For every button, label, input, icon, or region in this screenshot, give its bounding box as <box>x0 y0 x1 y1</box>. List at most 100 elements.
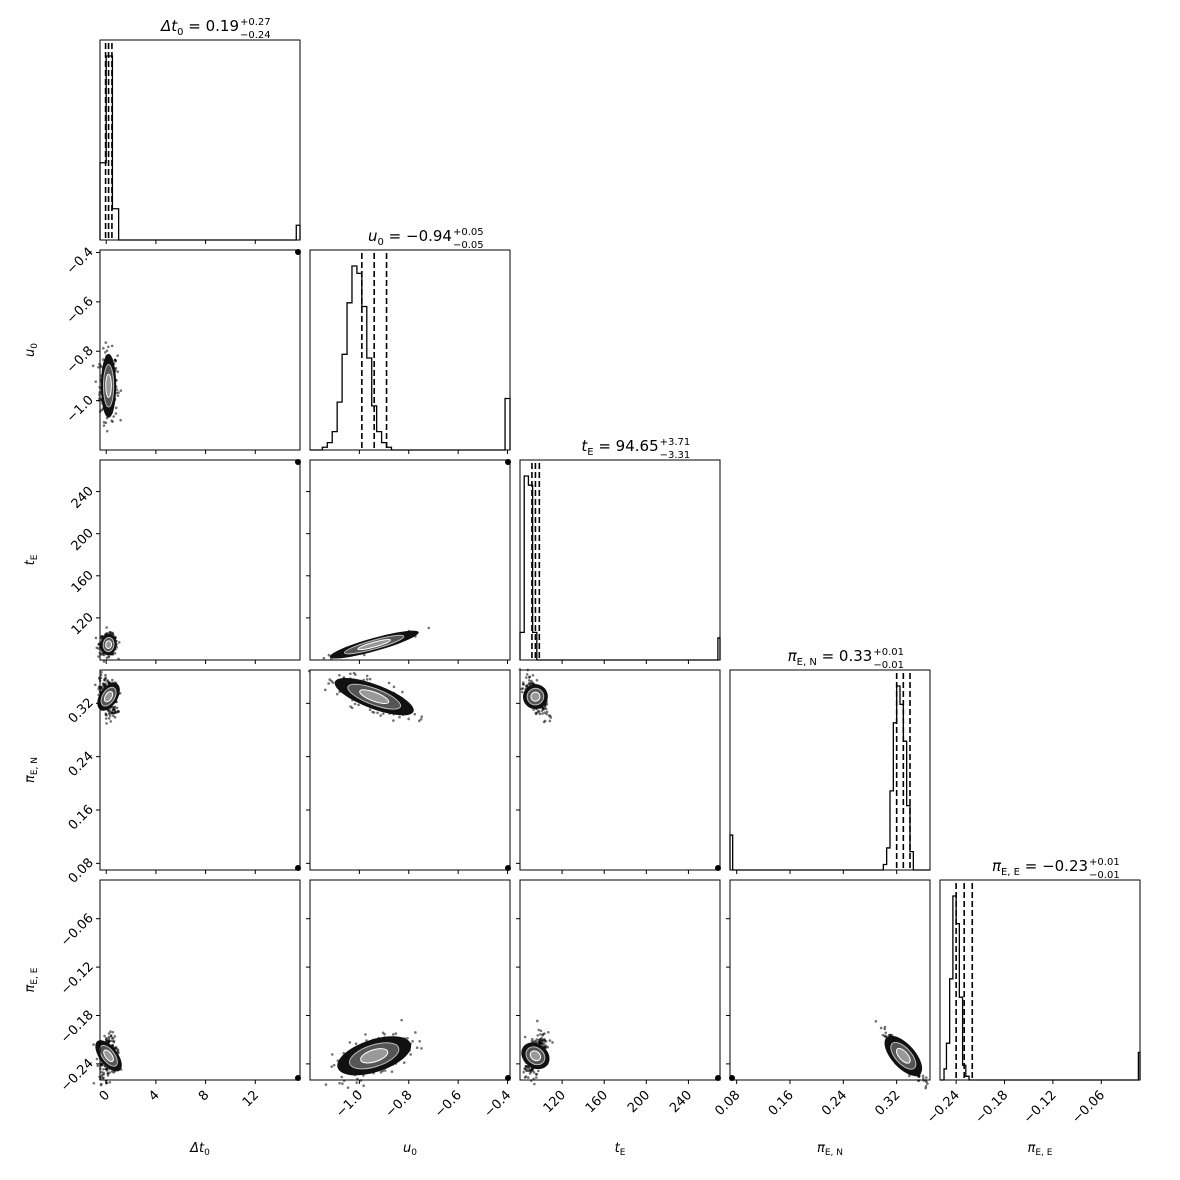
sample-point <box>537 1028 541 1032</box>
x-tick-label: 160 <box>583 1088 611 1116</box>
panel-frame <box>309 879 511 1081</box>
panel-tE-vs-u0 <box>306 459 511 664</box>
panel-frame <box>309 669 511 871</box>
y-tick-label: −0.12 <box>58 959 97 998</box>
x-tick-label: 0.24 <box>819 1088 850 1119</box>
title-minus-error: −3.31 <box>660 450 691 461</box>
panel-frame <box>939 879 1141 1081</box>
sample-point <box>362 1084 365 1087</box>
sample-point <box>354 1042 358 1046</box>
sample-point <box>323 688 327 692</box>
sample-point <box>348 1041 352 1044</box>
contour-inner <box>530 691 541 702</box>
title-plus-error: +0.05 <box>453 227 484 238</box>
sample-point <box>526 1076 530 1079</box>
sample-point <box>101 1076 105 1080</box>
title-minus-error: −0.05 <box>453 240 484 251</box>
sample-point <box>398 715 401 719</box>
sample-point <box>324 1083 328 1086</box>
sample-point <box>548 719 552 723</box>
y-tick-label: −0.24 <box>58 1056 97 1095</box>
sample-point <box>883 1027 887 1031</box>
sample-point <box>107 681 110 685</box>
panel-frame <box>99 249 301 451</box>
sample-point <box>335 692 339 696</box>
sample-point <box>109 1030 112 1033</box>
sample-point <box>545 712 548 716</box>
sample-point <box>107 1035 111 1039</box>
sample-point <box>383 1069 387 1072</box>
sample-point <box>537 709 540 713</box>
panel-frame <box>729 669 931 871</box>
sample-point <box>884 1031 888 1035</box>
sample-point <box>114 366 118 370</box>
sample-point <box>113 358 117 362</box>
x-tick-label: 0 <box>97 1088 113 1104</box>
panel-dt0-vs-dt0: Δt0 = 0.19 +0.27 −0.24 <box>99 17 301 244</box>
y-tick-label: −0.06 <box>58 911 97 950</box>
sample-point <box>105 1039 109 1043</box>
sample-point <box>372 711 376 714</box>
sample-point <box>102 346 105 350</box>
sample-point <box>109 631 113 634</box>
sample-point <box>102 1073 105 1076</box>
y-tick-label: 0.24 <box>66 749 97 780</box>
sample-point <box>881 1033 885 1037</box>
title-plus-error: +0.27 <box>240 17 271 28</box>
sample-point <box>106 1071 109 1075</box>
panel-frame <box>519 459 721 661</box>
sample-point <box>525 1069 528 1073</box>
sample-point <box>524 676 528 679</box>
sample-point <box>368 677 372 681</box>
sample-point <box>534 1072 538 1076</box>
panel-title: Δt0 = 0.19 <box>160 17 239 38</box>
y-tick-label: −1.0 <box>64 393 97 426</box>
sample-point <box>102 1067 105 1071</box>
panel-piEE-vs-u0: −1.0 −0.8 −0.6 −0.4 <box>306 879 514 1121</box>
sample-point <box>538 712 542 716</box>
histogram-step-line <box>519 475 721 661</box>
sample-point <box>105 1067 109 1071</box>
sample-point <box>525 673 529 676</box>
sample-point <box>113 1034 117 1038</box>
sample-point <box>349 672 352 676</box>
sample-point <box>115 388 119 392</box>
sample-point <box>112 1039 116 1043</box>
sample-point <box>95 1057 99 1061</box>
sample-point <box>104 341 108 344</box>
sample-point <box>92 1081 96 1085</box>
sample-point <box>531 681 534 685</box>
sample-point <box>93 683 97 687</box>
panel-piEE-vs-dt0: 0 4 8 12 −0.24 −0.18 −0.12 −0.06 <box>58 879 301 1110</box>
y-axis-label: u0 <box>23 343 40 357</box>
y-tick-label: 0.16 <box>66 802 97 833</box>
sample-point <box>392 719 395 722</box>
sample-point <box>109 1034 113 1037</box>
panel-piEE-vs-piEN: 0.08 0.16 0.24 0.32 <box>712 879 931 1119</box>
panel-u0-vs-dt0: −1.0 −0.8 −0.6 −0.4 <box>64 245 301 454</box>
sample-point <box>340 1075 343 1079</box>
sample-point <box>105 1036 108 1040</box>
sample-point <box>538 1041 542 1045</box>
sample-point <box>117 391 120 394</box>
sample-point <box>111 1043 114 1047</box>
sample-point <box>542 1038 546 1041</box>
sample-point <box>99 673 103 677</box>
sample-point <box>111 1030 115 1034</box>
sample-point <box>341 1082 344 1085</box>
sample-point <box>531 673 535 677</box>
sample-point <box>535 1040 538 1043</box>
contour-inner <box>105 640 113 649</box>
sample-point <box>116 354 119 357</box>
x-axis-label: πE, N <box>817 1141 843 1158</box>
x-tick-label: −0.8 <box>383 1088 416 1121</box>
x-axis-label: πE, E <box>1028 1141 1053 1158</box>
x-tick-label: −0.4 <box>481 1088 514 1121</box>
sample-point <box>350 706 354 710</box>
sample-point <box>406 1036 409 1040</box>
sample-point <box>543 706 547 709</box>
sample-point <box>354 1089 358 1093</box>
sample-point <box>387 681 391 685</box>
sample-point <box>105 656 109 660</box>
y-tick-label: 0.08 <box>66 856 97 887</box>
